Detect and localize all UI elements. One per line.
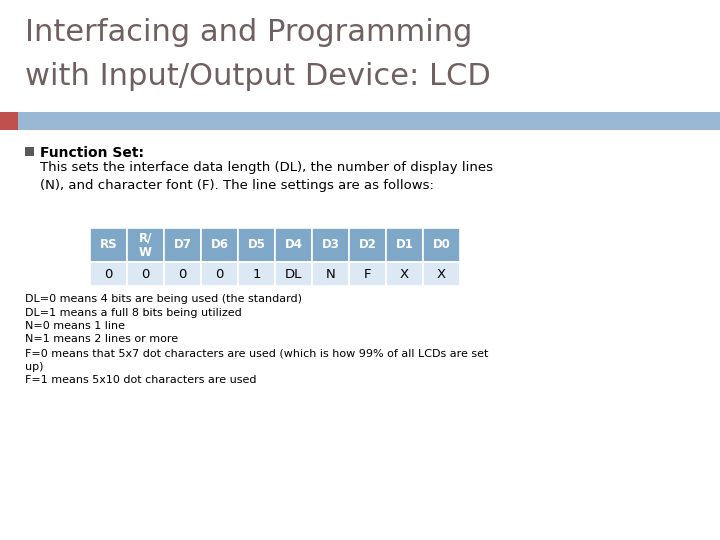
Bar [0, 112, 18, 130]
Bar [386, 262, 423, 286]
Text: D4: D4 [284, 239, 302, 252]
Text: DL=1 means a full 8 bits being utilized: DL=1 means a full 8 bits being utilized [25, 307, 242, 318]
Text: DL=0 means 4 bits are being used (the standard): DL=0 means 4 bits are being used (the st… [25, 294, 302, 304]
Bar [164, 262, 201, 286]
Text: R/
W: R/ W [139, 232, 152, 259]
Bar [423, 262, 460, 286]
Bar [275, 262, 312, 286]
Bar [349, 262, 386, 286]
Bar [18, 112, 720, 130]
Bar [312, 228, 349, 262]
Text: N=1 means 2 lines or more: N=1 means 2 lines or more [25, 334, 178, 345]
Text: N=0 means 1 line: N=0 means 1 line [25, 321, 125, 331]
Bar [275, 228, 312, 262]
Text: X: X [437, 267, 446, 280]
Text: D0: D0 [433, 239, 451, 252]
Text: Interfacing and Programming: Interfacing and Programming [25, 18, 472, 47]
Text: Function Set:: Function Set: [40, 146, 144, 160]
Bar [127, 228, 164, 262]
Text: X: X [400, 267, 409, 280]
Text: F: F [364, 267, 372, 280]
Bar [201, 228, 238, 262]
Bar [25, 147, 34, 156]
Text: D7: D7 [174, 239, 192, 252]
Text: D5: D5 [248, 239, 266, 252]
Bar [164, 228, 201, 262]
Bar [127, 262, 164, 286]
Bar [423, 228, 460, 262]
Text: up): up) [25, 361, 43, 372]
Text: N: N [325, 267, 336, 280]
Text: 1: 1 [252, 267, 261, 280]
Text: F=0 means that 5x7 dot characters are used (which is how 99% of all LCDs are set: F=0 means that 5x7 dot characters are us… [25, 348, 488, 358]
Bar [386, 228, 423, 262]
Text: DL: DL [285, 267, 302, 280]
Bar [201, 262, 238, 286]
Text: D6: D6 [210, 239, 228, 252]
Text: with Input/Output Device: LCD: with Input/Output Device: LCD [25, 62, 491, 91]
Text: D2: D2 [359, 239, 377, 252]
Text: D3: D3 [322, 239, 339, 252]
Bar [90, 228, 127, 262]
Bar [349, 228, 386, 262]
Text: 0: 0 [104, 267, 113, 280]
Text: D1: D1 [395, 239, 413, 252]
Bar [90, 262, 127, 286]
Text: 0: 0 [141, 267, 150, 280]
Bar [238, 262, 275, 286]
Bar [312, 262, 349, 286]
Text: F=1 means 5x10 dot characters are used: F=1 means 5x10 dot characters are used [25, 375, 256, 385]
Text: RS: RS [99, 239, 117, 252]
Text: 0: 0 [215, 267, 224, 280]
Text: 0: 0 [179, 267, 186, 280]
Bar [238, 228, 275, 262]
Text: This sets the interface data length (DL), the number of display lines
(N), and c: This sets the interface data length (DL)… [40, 161, 493, 192]
